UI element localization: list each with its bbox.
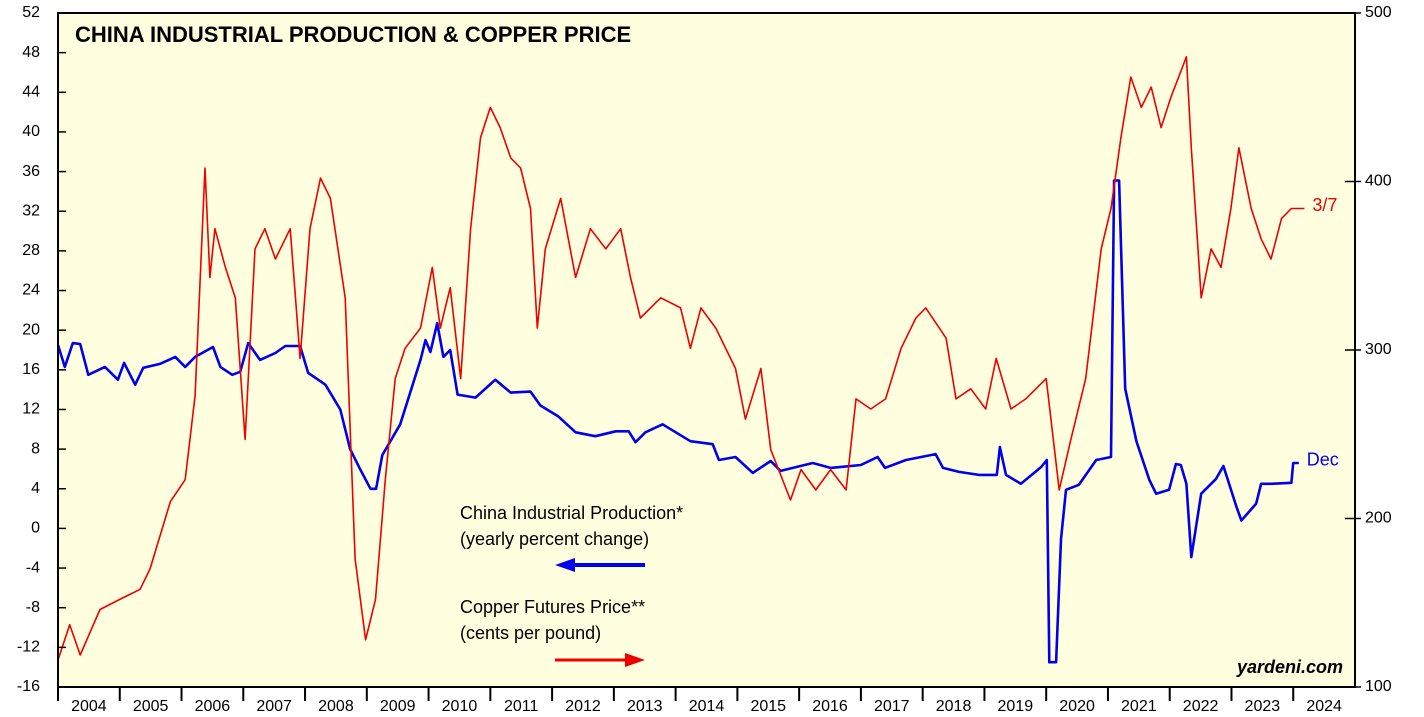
y-tick-label: 28 [22,242,40,259]
x-tick-label: 2012 [565,698,601,715]
y-tick-label: 8 [31,440,40,457]
end-label: 3/7 [1312,195,1337,215]
x-tick-label: 2016 [812,698,848,715]
y-tick-label: 24 [22,282,40,299]
y-tick-label: 16 [22,361,40,378]
y-tick-label: 52 [22,4,40,21]
annotation: yardeni.com [1236,657,1343,677]
y-tick-label: -8 [26,599,40,616]
y-tick-label: 12 [22,401,40,418]
x-tick-label: 2013 [627,698,663,715]
y-tick-label: 32 [22,202,40,219]
y2-tick-label: 300 [1365,341,1392,358]
annotation: China Industrial Production* [460,503,683,523]
annotation: Copper Futures Price** [460,597,645,617]
y-tick-label: 20 [22,321,40,338]
series-line [56,179,1299,664]
annotation: (cents per pound) [460,623,601,643]
y-tick-label: 48 [22,44,40,61]
end-label: Dec [1307,450,1339,470]
x-tick-label: 2009 [380,698,416,715]
x-tick-label: 2017 [874,698,910,715]
legend-arrow-head [625,653,645,667]
plot-background [58,13,1355,687]
x-tick-label: 2008 [318,698,354,715]
y-tick-label: 4 [31,480,40,497]
y-tick-label: 0 [31,520,40,537]
y2-tick-label: 500 [1365,4,1392,21]
x-tick-label: 2007 [256,698,292,715]
x-tick-label: 2021 [1121,698,1157,715]
x-tick-label: 2006 [195,698,231,715]
y2-tick-label: 100 [1365,678,1392,695]
x-tick-label: 2024 [1306,698,1342,715]
x-tick-label: 2011 [504,698,539,715]
y2-tick-label: 400 [1365,173,1392,190]
x-tick-label: 2010 [442,698,478,715]
series-line [57,56,1305,661]
y-tick-label: -4 [26,559,40,576]
y-tick-label: -16 [17,678,40,695]
legend-arrow-head [555,558,575,572]
x-tick-label: 2005 [133,698,169,715]
y-tick-label: 44 [22,84,40,101]
chart-title: CHINA INDUSTRIAL PRODUCTION & COPPER PRI… [75,22,631,47]
y-tick-label: -12 [17,639,40,656]
x-tick-label: 2014 [689,698,725,715]
x-tick-label: 2020 [1059,698,1095,715]
x-tick-label: 2019 [998,698,1034,715]
x-tick-label: 2004 [71,698,107,715]
y-tick-label: 40 [22,123,40,140]
y2-tick-label: 200 [1365,510,1392,527]
y-tick-label: 36 [22,163,40,180]
x-tick-label: 2023 [1245,698,1281,715]
annotation: (yearly percent change) [460,529,649,549]
plot-layer [56,56,1305,664]
x-tick-label: 2015 [750,698,786,715]
x-tick-label: 2022 [1183,698,1219,715]
x-tick-label: 2018 [936,698,972,715]
